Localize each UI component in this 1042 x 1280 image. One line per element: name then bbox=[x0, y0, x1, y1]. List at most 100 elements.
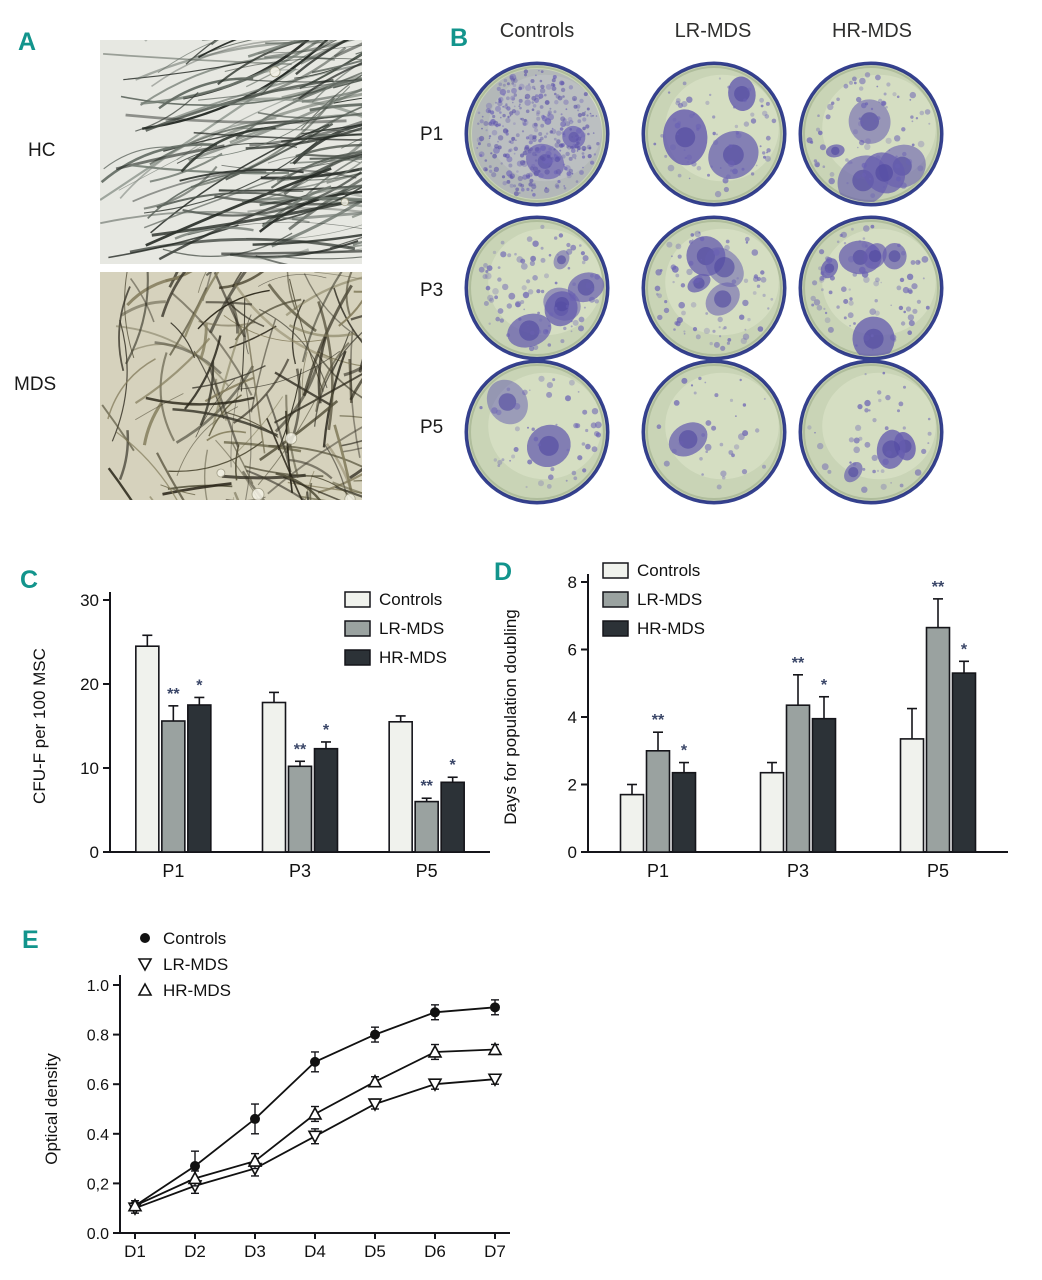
svg-text:**: ** bbox=[420, 778, 433, 795]
stain-layer bbox=[810, 224, 936, 356]
svg-text:1.0: 1.0 bbox=[87, 978, 109, 995]
svg-text:Days for population doubling: Days for population doubling bbox=[501, 609, 520, 824]
svg-text:*: * bbox=[323, 722, 330, 739]
series-Controls bbox=[130, 999, 500, 1212]
svg-text:Controls: Controls bbox=[379, 590, 442, 609]
svg-text:20: 20 bbox=[80, 675, 99, 694]
series-LR-MDS bbox=[127, 1073, 503, 1216]
x-axis-labels: P1 P3 P5 bbox=[647, 861, 949, 881]
svg-text:**: ** bbox=[294, 741, 307, 758]
svg-text:*: * bbox=[961, 641, 968, 658]
svg-text:*: * bbox=[681, 743, 688, 760]
series-HR-MDS: *** bbox=[671, 641, 977, 853]
legend: Controls LR-MDS HR-MDS bbox=[344, 590, 447, 667]
panel-b-row-label-p3: P3 bbox=[420, 280, 444, 301]
x-axis-labels: D1 D2 D3 D4 D5 D6 D7 bbox=[124, 1233, 506, 1261]
svg-text:**: ** bbox=[167, 686, 180, 703]
culture-dish-p5-hr-mds bbox=[798, 359, 944, 505]
svg-text:P5: P5 bbox=[416, 861, 438, 881]
panel-b-row-label-p5: P5 bbox=[420, 417, 444, 438]
panel-b-row-label-p1: P1 bbox=[420, 124, 444, 145]
svg-text:0,2: 0,2 bbox=[87, 1176, 109, 1193]
svg-text:10: 10 bbox=[80, 759, 99, 778]
svg-text:0.8: 0.8 bbox=[87, 1028, 109, 1045]
svg-text:2: 2 bbox=[568, 776, 577, 795]
svg-text:0: 0 bbox=[90, 843, 99, 862]
svg-text:0.0: 0.0 bbox=[87, 1226, 109, 1243]
cell-fibers bbox=[100, 40, 362, 264]
svg-text:HR-MDS: HR-MDS bbox=[163, 981, 231, 1000]
x-axis-labels: P1 P3 P5 bbox=[162, 861, 437, 881]
svg-text:*: * bbox=[196, 677, 203, 694]
svg-text:Controls: Controls bbox=[163, 929, 226, 948]
svg-text:D4: D4 bbox=[304, 1242, 326, 1261]
micrograph-hc bbox=[100, 40, 362, 264]
svg-text:30: 30 bbox=[80, 591, 99, 610]
series-LR-MDS: ****** bbox=[645, 579, 951, 853]
panel-c-label: C bbox=[20, 566, 39, 594]
axes: 0.0 0,2 0.4 0.6 0.8 1.0 Optical density bbox=[42, 975, 510, 1243]
micrograph-hc-label: HC bbox=[28, 140, 56, 161]
svg-text:**: ** bbox=[792, 655, 805, 672]
panel-b-col-header-hr-mds: HR-MDS bbox=[832, 20, 912, 42]
svg-text:Optical density: Optical density bbox=[42, 1053, 61, 1165]
svg-text:*: * bbox=[821, 677, 828, 694]
svg-text:CFU-F per 100 MSC: CFU-F per 100 MSC bbox=[30, 648, 49, 804]
culture-dish-p1-hr-mds bbox=[798, 61, 944, 207]
svg-text:6: 6 bbox=[568, 641, 577, 660]
culture-dish-p1-controls bbox=[464, 61, 610, 207]
series-Controls bbox=[135, 634, 413, 853]
series-LR-MDS: ** ** ** bbox=[161, 686, 439, 853]
svg-text:P1: P1 bbox=[162, 861, 184, 881]
panel-a-label: A bbox=[18, 28, 37, 56]
svg-text:0.4: 0.4 bbox=[87, 1127, 109, 1144]
stain-layer bbox=[479, 372, 602, 489]
culture-dish-p3-lr-mds bbox=[641, 215, 787, 361]
svg-text:Controls: Controls bbox=[637, 561, 700, 580]
panel-e-label: E bbox=[22, 926, 39, 954]
culture-dish-p3-controls bbox=[464, 215, 610, 361]
svg-text:0.6: 0.6 bbox=[87, 1077, 109, 1094]
svg-text:LR-MDS: LR-MDS bbox=[637, 590, 702, 609]
micrograph-mds-label: MDS bbox=[14, 374, 57, 395]
svg-text:HR-MDS: HR-MDS bbox=[379, 648, 447, 667]
panel-b-col-header-controls: Controls bbox=[499, 20, 575, 42]
culture-dish-p1-lr-mds bbox=[641, 61, 787, 207]
panel-b-label: B bbox=[450, 24, 469, 52]
svg-text:LR-MDS: LR-MDS bbox=[163, 955, 228, 974]
svg-text:**: ** bbox=[652, 712, 665, 729]
stain-layer bbox=[478, 224, 605, 352]
svg-text:P3: P3 bbox=[787, 861, 809, 881]
series-HR-MDS bbox=[127, 1041, 503, 1212]
svg-text:D5: D5 bbox=[364, 1242, 386, 1261]
culture-dish-p3-hr-mds bbox=[798, 215, 944, 361]
svg-text:D2: D2 bbox=[184, 1242, 206, 1261]
svg-text:0: 0 bbox=[568, 843, 577, 862]
stain-layer bbox=[654, 228, 779, 351]
svg-text:*: * bbox=[450, 757, 457, 774]
svg-text:D3: D3 bbox=[244, 1242, 266, 1261]
cell-fibers bbox=[101, 272, 362, 500]
legend: Controls LR-MDS HR-MDS bbox=[602, 561, 705, 638]
svg-text:D6: D6 bbox=[424, 1242, 446, 1261]
svg-text:**: ** bbox=[932, 579, 945, 596]
svg-text:P3: P3 bbox=[289, 861, 311, 881]
svg-text:D7: D7 bbox=[484, 1242, 506, 1261]
svg-text:8: 8 bbox=[568, 573, 577, 592]
series-Controls bbox=[619, 707, 925, 853]
svg-text:HR-MDS: HR-MDS bbox=[637, 619, 705, 638]
series-HR-MDS: *** bbox=[187, 677, 465, 853]
svg-text:LR-MDS: LR-MDS bbox=[379, 619, 444, 638]
svg-text:P5: P5 bbox=[927, 861, 949, 881]
legend: Controls LR-MDS HR-MDS bbox=[137, 929, 231, 1000]
stain-layer bbox=[472, 69, 602, 199]
stain-layer bbox=[806, 72, 936, 202]
micrograph-mds bbox=[100, 272, 362, 500]
stain-layer bbox=[807, 371, 936, 493]
svg-text:4: 4 bbox=[568, 708, 577, 727]
svg-text:P1: P1 bbox=[647, 861, 669, 881]
